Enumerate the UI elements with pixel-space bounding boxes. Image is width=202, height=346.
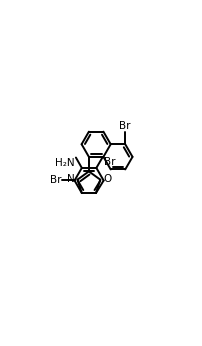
Text: O: O — [103, 174, 111, 184]
Text: H₂N: H₂N — [55, 157, 75, 167]
Text: Br: Br — [104, 157, 115, 167]
Text: N: N — [67, 174, 75, 184]
Text: Br: Br — [50, 175, 61, 185]
Text: Br: Br — [120, 121, 131, 131]
